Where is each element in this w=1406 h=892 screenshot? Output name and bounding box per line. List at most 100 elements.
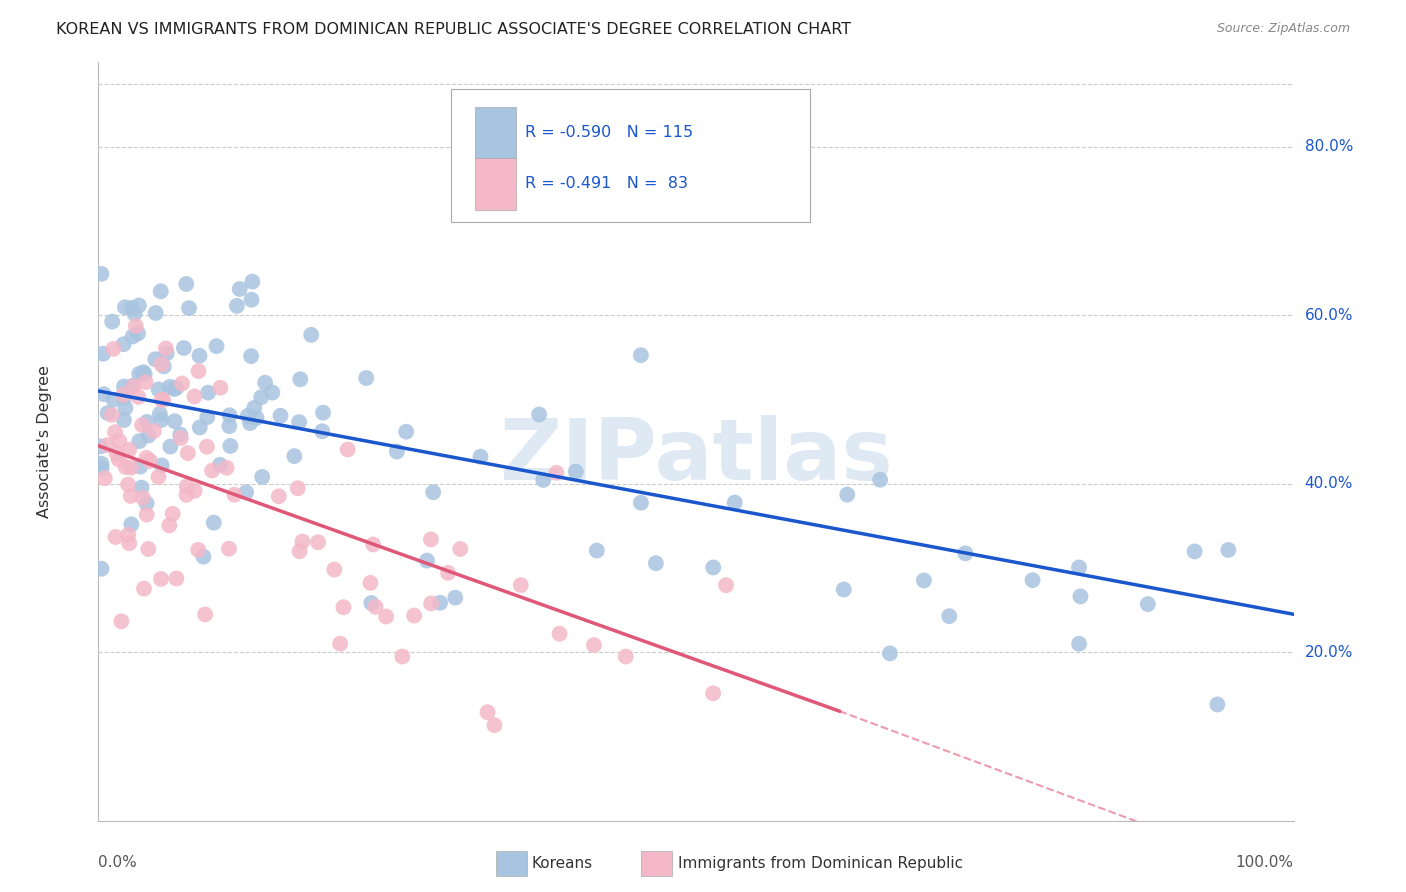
Point bbox=[157, 518, 180, 533]
Point bbox=[404, 608, 426, 623]
Point bbox=[360, 596, 382, 610]
FancyBboxPatch shape bbox=[451, 89, 810, 222]
Point bbox=[165, 571, 187, 585]
Text: 40.0%: 40.0% bbox=[1305, 476, 1353, 491]
Point bbox=[288, 415, 311, 429]
Text: 20.0%: 20.0% bbox=[1305, 645, 1353, 660]
Point bbox=[176, 479, 198, 493]
Point bbox=[127, 326, 149, 341]
Point bbox=[229, 282, 252, 296]
Text: 100.0%: 100.0% bbox=[1236, 855, 1294, 870]
Point bbox=[565, 465, 588, 479]
Point bbox=[132, 582, 155, 596]
Text: KOREAN VS IMMIGRANTS FROM DOMINICAN REPUBLIC ASSOCIATE'S DEGREE CORRELATION CHAR: KOREAN VS IMMIGRANTS FROM DOMINICAN REPU… bbox=[56, 22, 852, 37]
Point bbox=[307, 535, 329, 549]
Point bbox=[205, 339, 228, 353]
Point bbox=[938, 609, 960, 624]
Point bbox=[188, 349, 211, 363]
Point bbox=[101, 315, 124, 329]
Point bbox=[159, 440, 181, 454]
Point bbox=[149, 572, 172, 586]
Point bbox=[332, 600, 354, 615]
Point bbox=[361, 537, 384, 551]
Point bbox=[375, 609, 398, 624]
Point bbox=[201, 464, 224, 478]
Point bbox=[108, 434, 131, 448]
Point bbox=[135, 508, 157, 522]
Point bbox=[288, 544, 311, 558]
Point bbox=[323, 563, 346, 577]
Point bbox=[385, 444, 408, 458]
Point bbox=[218, 541, 240, 556]
Point bbox=[91, 347, 114, 361]
Point bbox=[354, 371, 377, 385]
Point bbox=[243, 401, 266, 415]
Point bbox=[145, 306, 167, 320]
Point bbox=[312, 406, 335, 420]
Point bbox=[837, 487, 859, 501]
Point bbox=[120, 489, 142, 503]
Point bbox=[143, 352, 166, 367]
Point bbox=[103, 342, 125, 356]
Point bbox=[125, 319, 148, 334]
Point bbox=[287, 481, 309, 495]
Point bbox=[114, 401, 136, 415]
Point bbox=[477, 705, 499, 719]
FancyBboxPatch shape bbox=[475, 107, 516, 159]
Point bbox=[395, 425, 418, 439]
Point bbox=[131, 417, 153, 432]
Point bbox=[250, 470, 273, 484]
Point bbox=[103, 392, 125, 407]
Point bbox=[239, 416, 262, 430]
Point bbox=[437, 566, 460, 580]
Point bbox=[112, 388, 135, 402]
Point bbox=[585, 543, 607, 558]
Point bbox=[150, 413, 173, 427]
Point bbox=[311, 424, 333, 438]
Point bbox=[955, 546, 977, 560]
Point bbox=[94, 471, 117, 485]
Point bbox=[1021, 573, 1043, 587]
Point bbox=[869, 473, 891, 487]
Text: Associate's Degree: Associate's Degree bbox=[37, 365, 52, 518]
Point bbox=[165, 381, 187, 395]
Point bbox=[104, 530, 127, 544]
Text: Koreans: Koreans bbox=[531, 856, 592, 871]
Point bbox=[112, 337, 135, 351]
Point bbox=[644, 556, 666, 570]
Point bbox=[336, 442, 359, 457]
Point bbox=[359, 575, 381, 590]
Point bbox=[173, 341, 195, 355]
Point bbox=[215, 460, 238, 475]
Point bbox=[150, 458, 173, 473]
Point bbox=[912, 574, 935, 588]
Point bbox=[169, 427, 191, 442]
Point bbox=[149, 407, 172, 421]
Point bbox=[104, 425, 127, 439]
Point bbox=[120, 517, 142, 532]
Point bbox=[250, 390, 273, 404]
Point bbox=[90, 439, 112, 453]
Point bbox=[117, 528, 139, 542]
Point bbox=[582, 638, 605, 652]
Point bbox=[159, 380, 181, 394]
Point bbox=[128, 434, 150, 449]
Point bbox=[724, 495, 747, 509]
Point bbox=[209, 381, 232, 395]
Point bbox=[225, 299, 247, 313]
Point bbox=[299, 327, 322, 342]
Point bbox=[150, 392, 173, 407]
Point bbox=[114, 460, 136, 475]
Point bbox=[121, 301, 143, 315]
Point bbox=[879, 646, 901, 660]
Point bbox=[90, 461, 112, 475]
Point bbox=[195, 440, 218, 454]
Point bbox=[429, 596, 451, 610]
Point bbox=[128, 367, 150, 381]
Point bbox=[121, 329, 143, 343]
Point bbox=[183, 389, 205, 403]
Point bbox=[135, 496, 157, 510]
Point bbox=[329, 637, 352, 651]
Point bbox=[135, 450, 157, 465]
Point bbox=[1206, 698, 1229, 712]
